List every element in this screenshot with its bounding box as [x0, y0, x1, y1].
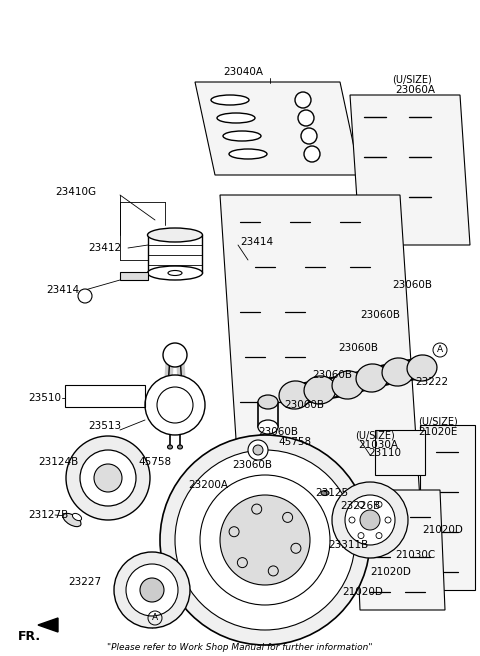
- Text: 23226B: 23226B: [340, 501, 380, 511]
- Text: 21020D: 21020D: [370, 567, 411, 577]
- Polygon shape: [195, 82, 360, 175]
- Text: 45758: 45758: [138, 457, 171, 467]
- Ellipse shape: [332, 371, 364, 399]
- Circle shape: [253, 445, 263, 455]
- Circle shape: [298, 110, 314, 126]
- Text: 23060B: 23060B: [392, 280, 432, 290]
- Text: (U/SIZE): (U/SIZE): [418, 417, 458, 427]
- Ellipse shape: [321, 491, 329, 495]
- Text: 23414: 23414: [240, 237, 273, 247]
- Text: 23040A: 23040A: [223, 67, 263, 77]
- Polygon shape: [38, 618, 58, 632]
- Ellipse shape: [258, 395, 278, 409]
- Circle shape: [301, 128, 317, 144]
- Ellipse shape: [229, 149, 267, 159]
- Text: 23060B: 23060B: [258, 427, 298, 437]
- Text: (U/SIZE): (U/SIZE): [355, 430, 395, 440]
- Text: 23060B: 23060B: [232, 460, 272, 470]
- Circle shape: [126, 564, 178, 616]
- Text: "Please refer to Work Shop Manual for further information": "Please refer to Work Shop Manual for fu…: [107, 644, 373, 653]
- Text: 23412: 23412: [88, 243, 121, 253]
- Ellipse shape: [382, 358, 414, 386]
- Circle shape: [200, 475, 330, 605]
- Circle shape: [160, 435, 370, 645]
- Polygon shape: [350, 95, 470, 245]
- Circle shape: [163, 343, 187, 367]
- Ellipse shape: [147, 266, 203, 280]
- Polygon shape: [420, 425, 475, 590]
- Text: 23060B: 23060B: [284, 400, 324, 410]
- Ellipse shape: [258, 420, 278, 434]
- Circle shape: [248, 440, 268, 460]
- Ellipse shape: [279, 381, 311, 409]
- Text: 23222: 23222: [415, 377, 448, 387]
- Text: 23227: 23227: [68, 577, 101, 587]
- Circle shape: [66, 436, 150, 520]
- Ellipse shape: [407, 355, 437, 381]
- Text: 23510: 23510: [28, 393, 61, 403]
- Ellipse shape: [72, 514, 82, 521]
- Circle shape: [175, 450, 355, 630]
- Text: 23513: 23513: [88, 421, 121, 431]
- Text: 23060B: 23060B: [338, 343, 378, 353]
- Text: 23060B: 23060B: [312, 370, 352, 380]
- Circle shape: [345, 495, 395, 545]
- Circle shape: [140, 578, 164, 602]
- Circle shape: [80, 450, 136, 506]
- Bar: [375, 430, 425, 475]
- Text: 23060B: 23060B: [360, 310, 400, 320]
- Ellipse shape: [63, 514, 81, 527]
- Circle shape: [78, 289, 92, 303]
- Text: 21030A: 21030A: [358, 440, 398, 450]
- Text: 21030C: 21030C: [395, 550, 435, 560]
- Bar: [120, 272, 148, 280]
- Circle shape: [94, 464, 122, 492]
- Circle shape: [157, 387, 193, 423]
- Ellipse shape: [168, 445, 172, 449]
- Ellipse shape: [217, 113, 255, 123]
- Text: A: A: [437, 346, 443, 354]
- Text: 23414: 23414: [46, 285, 79, 295]
- Text: 23410G: 23410G: [55, 187, 96, 197]
- Circle shape: [220, 495, 310, 585]
- Text: 21020D: 21020D: [342, 587, 383, 597]
- Ellipse shape: [147, 228, 203, 242]
- Ellipse shape: [223, 131, 261, 141]
- Text: 23127B: 23127B: [28, 510, 68, 520]
- Circle shape: [145, 375, 205, 435]
- Text: 21020D: 21020D: [422, 525, 463, 535]
- Text: 23110: 23110: [368, 448, 401, 458]
- Circle shape: [114, 552, 190, 628]
- Text: 23311B: 23311B: [328, 540, 368, 550]
- Ellipse shape: [178, 445, 182, 449]
- Ellipse shape: [211, 95, 249, 105]
- Ellipse shape: [356, 364, 388, 392]
- Text: 21020E: 21020E: [418, 427, 457, 437]
- Text: FR.: FR.: [18, 630, 41, 642]
- Circle shape: [295, 92, 311, 108]
- Circle shape: [332, 482, 408, 558]
- Ellipse shape: [304, 376, 336, 404]
- Text: A: A: [152, 613, 158, 623]
- Circle shape: [304, 146, 320, 162]
- Text: 23060A: 23060A: [395, 85, 435, 95]
- Text: 23124B: 23124B: [38, 457, 78, 467]
- Polygon shape: [220, 195, 420, 500]
- Text: 45758: 45758: [278, 437, 311, 447]
- Polygon shape: [355, 490, 445, 610]
- Text: 23125: 23125: [315, 488, 348, 498]
- Circle shape: [360, 510, 380, 530]
- Bar: [65, 385, 145, 407]
- Text: (U/SIZE): (U/SIZE): [392, 75, 432, 85]
- Text: 23200A: 23200A: [188, 480, 228, 490]
